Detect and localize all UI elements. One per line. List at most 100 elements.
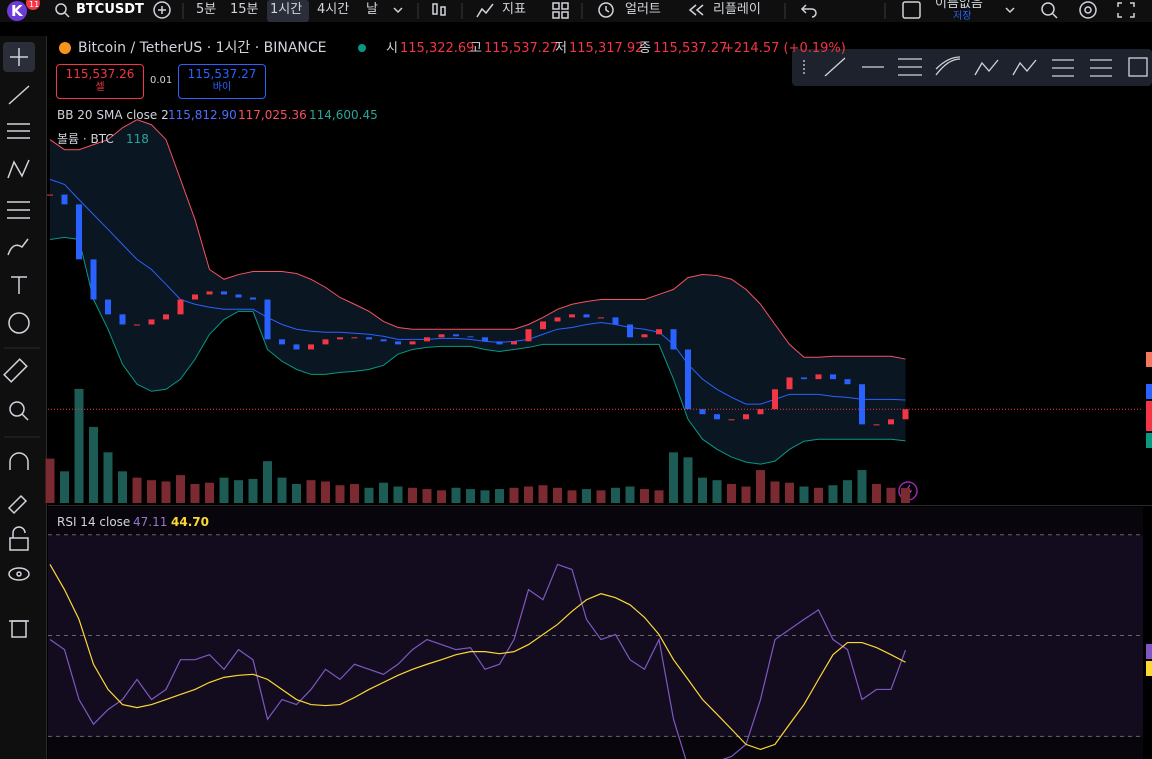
avatar-letter[interactable]: K <box>11 2 23 20</box>
volume-bar <box>451 487 461 503</box>
avatar[interactable] <box>7 1 27 21</box>
bb-value: 115,812.90 <box>168 108 237 122</box>
candle-body <box>424 337 430 342</box>
candle-body <box>888 419 894 425</box>
buy-price: 115,537.27 <box>187 67 257 81</box>
replay-button[interactable]: 리플레이 <box>713 2 761 17</box>
candle-body <box>685 349 691 410</box>
candle-body <box>627 324 633 338</box>
bb-line <box>49 236 906 465</box>
volume-bar <box>872 483 881 503</box>
volume-bar <box>248 478 258 503</box>
candle-body <box>540 321 546 330</box>
volume-bar <box>625 486 635 503</box>
volume-bar <box>437 490 446 503</box>
volume-bar <box>669 452 678 503</box>
volume-bar <box>335 485 345 503</box>
alert-button[interactable]: 얼러트 <box>625 2 661 17</box>
volume-bar <box>770 481 780 503</box>
candle-body <box>598 317 604 319</box>
candle-body <box>569 314 575 318</box>
candle-body <box>815 374 822 380</box>
symbol[interactable]: BTCUSDT <box>76 2 144 17</box>
interval[interactable]: 15분 <box>230 2 259 17</box>
volume-bar <box>567 490 577 503</box>
volume-bar <box>524 486 533 503</box>
rsi-label: RSI 14 close <box>57 515 131 529</box>
bb-line <box>49 119 906 360</box>
candle-body <box>337 337 343 340</box>
volume-bar <box>857 470 867 503</box>
candle-body <box>409 341 416 345</box>
interval[interactable]: 날 <box>366 2 378 17</box>
buy-label: 바이 <box>212 82 232 93</box>
candle-body <box>482 337 488 342</box>
volume-bar <box>45 458 55 503</box>
scale-markers <box>1146 352 1152 676</box>
volume-bar <box>190 483 200 503</box>
candle-body <box>511 341 517 345</box>
candle-body <box>714 414 720 420</box>
candle-body <box>90 259 97 300</box>
candle-body <box>148 319 155 325</box>
sell-button[interactable] <box>56 64 144 99</box>
volume-bar <box>393 486 403 503</box>
ohlc-value: 115,322.69 <box>400 41 475 56</box>
volume-bar <box>480 490 490 503</box>
interval[interactable]: 5분 <box>196 2 217 17</box>
ohlc-value: 115,537.27 <box>653 41 728 56</box>
ohlc-key: 저 <box>555 41 567 56</box>
left-toolbar <box>0 36 46 759</box>
interval[interactable]: 1시간 <box>270 2 303 17</box>
volume-bar <box>89 426 98 503</box>
ohlc-key: 종 <box>639 41 651 56</box>
candle-body <box>395 341 401 345</box>
candle-body <box>467 336 474 338</box>
volume-bar <box>350 483 359 503</box>
volume-bar <box>176 475 185 503</box>
candle-body <box>163 314 169 320</box>
volume-bar <box>466 489 475 503</box>
candle-body <box>279 339 285 345</box>
toolbar-icons <box>55 1 1135 19</box>
candle-body <box>786 377 793 390</box>
volume-label: 볼륨 · BTC <box>57 132 114 146</box>
volume-bar <box>785 482 794 503</box>
candle-body <box>105 299 111 315</box>
spread: 0.01 <box>150 75 173 86</box>
volume-bar <box>205 482 214 503</box>
volume-bar <box>640 489 649 503</box>
volume-bar <box>292 483 301 503</box>
save-button[interactable]: 저장 <box>953 11 972 22</box>
candle-body <box>670 329 677 350</box>
candle-body <box>830 374 836 380</box>
buy-button[interactable] <box>178 64 266 99</box>
indicators-button[interactable]: 지표 <box>502 2 526 17</box>
layout-name[interactable]: 이름없음 <box>935 0 983 11</box>
candle-body <box>221 291 227 295</box>
candle-body <box>322 339 329 345</box>
volume-bar <box>364 487 374 503</box>
candle-body <box>844 379 851 385</box>
rsi-line <box>49 564 906 751</box>
candle-body <box>134 324 140 326</box>
interval[interactable]: 4시간 <box>317 2 350 17</box>
candle-body <box>250 297 256 300</box>
candle-body <box>873 424 880 426</box>
ohlc-key: 고 <box>470 41 482 56</box>
candle-body <box>859 384 865 425</box>
candle-body <box>47 194 53 196</box>
candle-body <box>308 344 314 350</box>
bb-fill <box>50 119 906 465</box>
active-interval[interactable] <box>267 0 309 22</box>
drawing-toolbar <box>792 49 1152 86</box>
volume-bar <box>495 489 504 503</box>
chart-title: Bitcoin / TetherUS · 1시간 · BINANCE <box>78 40 327 56</box>
rsi-line <box>49 563 907 759</box>
candle-body <box>496 341 503 345</box>
volume-bar <box>306 480 316 503</box>
candle-body <box>656 329 662 335</box>
volume-bar <box>828 485 838 503</box>
candle-body <box>743 414 749 420</box>
